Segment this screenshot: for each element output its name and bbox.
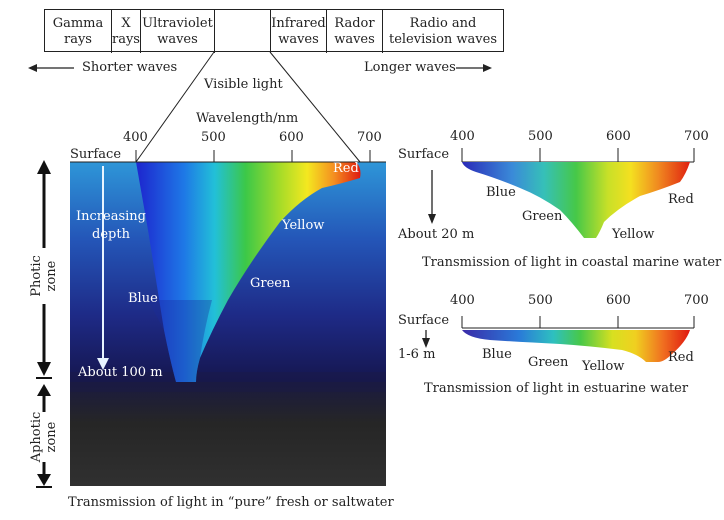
increasing-depth-arrow bbox=[97, 166, 109, 370]
coastal-tick-400: 400 bbox=[450, 129, 475, 144]
longer-waves-arrow bbox=[456, 64, 492, 72]
coastal-axis bbox=[461, 148, 695, 163]
main-green-label: Green bbox=[250, 276, 291, 291]
estuarine-depth-label: 1-6 m bbox=[398, 347, 436, 362]
main-tick-400: 400 bbox=[123, 130, 148, 145]
aphotic-region bbox=[70, 382, 386, 486]
spectrum-cell-rador: Rador waves bbox=[327, 10, 383, 53]
spectrum-cell-radio: Radio and television waves bbox=[388, 15, 498, 47]
main-caption: Transmission of light in “pure” fresh or… bbox=[68, 495, 394, 510]
main-tick-700: 700 bbox=[357, 130, 382, 145]
coastal-tick-500: 500 bbox=[528, 129, 553, 144]
estuarine-tick-400: 400 bbox=[450, 293, 475, 308]
light-wedge-fade bbox=[148, 300, 212, 382]
coastal-depth-arrow bbox=[428, 170, 436, 224]
estuarine-surface-label: Surface bbox=[398, 313, 450, 328]
shorter-waves-label: Shorter waves bbox=[82, 60, 178, 75]
main-red-label: Red bbox=[333, 161, 359, 176]
spectrum-cell-visible bbox=[215, 10, 271, 53]
longer-waves-label: Longer waves bbox=[364, 60, 456, 75]
shorter-waves-arrow bbox=[28, 64, 74, 72]
estuarine-axis bbox=[461, 316, 695, 329]
estuarine-caption: Transmission of light in estuarine water bbox=[424, 381, 689, 396]
estuarine-yellow-label: Yellow bbox=[582, 359, 625, 374]
estuarine-tick-500: 500 bbox=[528, 293, 553, 308]
aphotic-zone-label: Aphotic zone bbox=[29, 411, 59, 463]
coastal-blue-label: Blue bbox=[486, 185, 516, 200]
coastal-surface-label: Surface bbox=[398, 147, 450, 162]
coastal-red-label: Red bbox=[668, 192, 694, 207]
coastal-spectrum-wedge bbox=[462, 162, 690, 238]
main-blue-label: Blue bbox=[128, 291, 158, 306]
estuarine-tick-600: 600 bbox=[606, 293, 631, 308]
estuarine-spectrum-wedge bbox=[462, 330, 690, 362]
main-tick-500: 500 bbox=[201, 130, 226, 145]
coastal-green-label: Green bbox=[522, 209, 563, 224]
coastal-depth-label: About 20 m bbox=[398, 227, 475, 242]
coastal-tick-600: 600 bbox=[606, 129, 631, 144]
spectrum-bar: Gamma rays X rays Ultraviolet waves Infr… bbox=[44, 9, 504, 53]
main-axis bbox=[70, 150, 386, 163]
spectrum-cell-infrared: Infrared waves bbox=[271, 10, 327, 53]
photic-zone-label: Photic zone bbox=[29, 255, 59, 297]
estuarine-red-label: Red bbox=[668, 350, 694, 365]
spectrum-cell-xray: X rays bbox=[112, 10, 141, 53]
coastal-tick-700: 700 bbox=[684, 129, 709, 144]
visible-light-label: Visible light bbox=[204, 77, 283, 92]
visible-funnel-right bbox=[269, 51, 361, 163]
estuarine-blue-label: Blue bbox=[482, 347, 512, 362]
wavelength-axis-title: Wavelength/nm bbox=[196, 111, 299, 126]
main-yellow-label: Yellow bbox=[282, 218, 325, 233]
about-100m-label: About 100 m bbox=[78, 365, 163, 380]
visible-funnel-left bbox=[135, 51, 215, 163]
estuarine-tick-700: 700 bbox=[684, 293, 709, 308]
zone-bracket bbox=[36, 160, 52, 488]
coastal-yellow-label: Yellow bbox=[612, 227, 655, 242]
estuarine-depth-arrow bbox=[422, 330, 430, 348]
coastal-caption: Transmission of light in coastal marine … bbox=[422, 255, 722, 270]
spectrum-cell-gamma: Gamma rays bbox=[45, 10, 112, 53]
main-surface-label: Surface bbox=[70, 147, 122, 162]
estuarine-green-label: Green bbox=[528, 355, 569, 370]
water-transition bbox=[70, 372, 386, 392]
spectrum-cell-ultraviolet: Ultraviolet waves bbox=[141, 10, 215, 53]
increasing-depth-label: Increasing depth bbox=[76, 209, 146, 242]
light-spectrum-wedge bbox=[136, 162, 361, 382]
main-tick-600: 600 bbox=[279, 130, 304, 145]
